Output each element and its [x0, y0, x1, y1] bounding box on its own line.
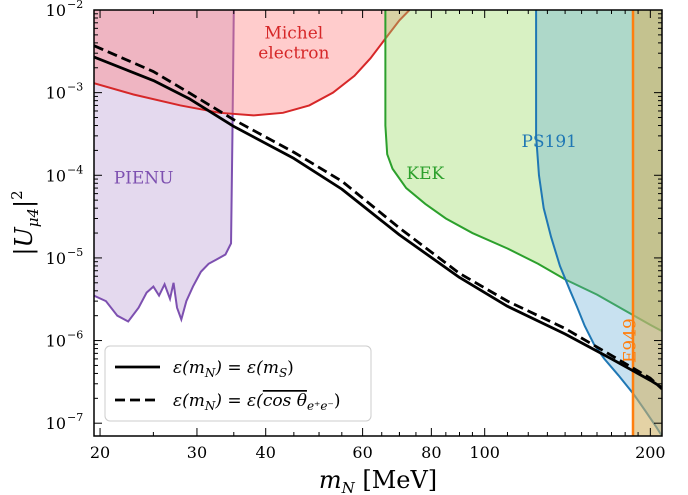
curves: [94, 44, 662, 390]
y-tick-label: 10: [46, 84, 66, 103]
y-axis-label: |Uμ4|2: [8, 190, 42, 255]
y-tick-label-exponent: −5: [67, 246, 83, 259]
region-label-kek: KEK: [406, 164, 444, 184]
x-tick-label: 100: [469, 443, 500, 462]
y-tick-label-exponent: −6: [67, 329, 83, 342]
region-kek-edge: [384, 10, 662, 333]
region-e949-fill: [633, 10, 662, 436]
series-line-dashed: [94, 44, 662, 390]
x-tick-label: 200: [635, 443, 666, 462]
y-tick-label-exponent: −7: [67, 411, 83, 424]
region-label-e949: E949: [621, 318, 641, 363]
region-label-michel-electron-line2: electron: [258, 44, 329, 64]
y-tick-label: 10: [46, 332, 66, 351]
exclusion-regions: [94, 10, 662, 436]
x-axis-label: mN [MeV]: [319, 466, 437, 495]
legend-box: [104, 345, 372, 422]
region-label-michel-electron: Michel: [264, 24, 323, 44]
x-tick-label: 60: [352, 443, 372, 462]
x-tick-label: 80: [421, 443, 441, 462]
y-tick-label: 10: [46, 1, 66, 20]
y-tick-label: 10: [46, 414, 66, 433]
x-tick-label: 30: [187, 443, 207, 462]
legend-label-solid: ε(mN) = ε(mS): [173, 358, 294, 380]
y-tick-label-exponent: −3: [67, 81, 83, 94]
region-pienu-edge: [94, 10, 235, 323]
x-tick-label: 20: [90, 443, 110, 462]
y-tick-label-exponent: −4: [67, 163, 83, 176]
region-kek-fill: [385, 10, 662, 332]
region-pienu-fill: [94, 10, 234, 322]
region-label-ps191: PS191: [521, 132, 577, 152]
y-tick-label: 10: [46, 166, 66, 185]
x-tick-label: 40: [256, 443, 276, 462]
axis-labels: mN [MeV] |Uμ4|2: [8, 190, 437, 495]
y-tick-label-exponent: −2: [67, 0, 83, 11]
region-ps191-fill: [536, 10, 662, 436]
legend-label-dashed: ε(mN) = ε(cos θe⁺e⁻): [173, 391, 340, 413]
region-label-pienu: PIENU: [114, 168, 174, 188]
y-tick-label: 10: [46, 249, 66, 268]
legend: ε(mN) = ε(mS) ε(mN) = ε(cos θe⁺e⁻): [104, 345, 372, 422]
series-line-solid: [94, 55, 662, 389]
plot-frame: [93, 9, 663, 437]
